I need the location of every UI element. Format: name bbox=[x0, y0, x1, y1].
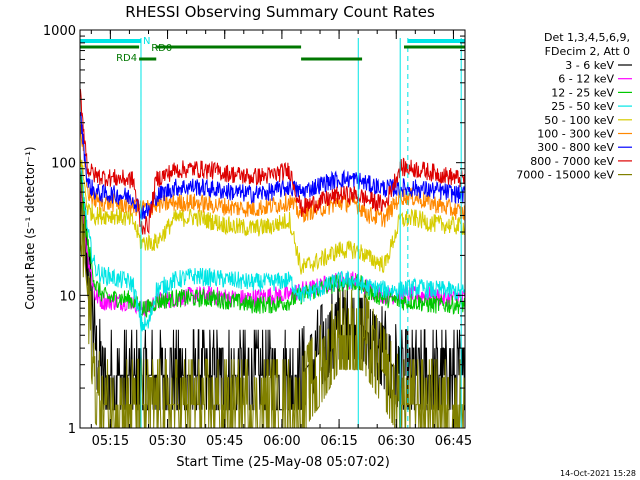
flag-label-rd4: RD4 bbox=[116, 53, 137, 64]
series-line-2 bbox=[79, 170, 466, 318]
series-line-5 bbox=[79, 124, 466, 228]
series-line-8 bbox=[79, 175, 465, 429]
y-tick-label: 1000 bbox=[43, 24, 76, 39]
legend-entry-label: 25 - 50 keV bbox=[551, 100, 614, 113]
x-tick-label: 06:30 bbox=[378, 434, 415, 449]
x-tick-label: 05:30 bbox=[149, 434, 186, 449]
x-tick-label: 05:15 bbox=[92, 434, 129, 449]
legend-header-line-2: FDecim 2, Att 0 bbox=[545, 45, 630, 58]
series-line-7 bbox=[79, 88, 466, 235]
legend-entry-label: 300 - 800 keV bbox=[537, 141, 614, 154]
series-line-3 bbox=[79, 161, 466, 332]
y-axis-label: Count Rate (s⁻¹ detector⁻¹) bbox=[23, 146, 37, 309]
timestamp: 14-Oct-2021 15:28 bbox=[560, 469, 636, 478]
legend-entry-label: 800 - 7000 keV bbox=[530, 155, 614, 168]
flag-label-rd0: RD0 bbox=[151, 43, 172, 54]
legend-entry-label: 3 - 6 keV bbox=[565, 59, 614, 72]
y-tick-label: 1 bbox=[68, 422, 76, 437]
y-tick-label: 100 bbox=[51, 157, 76, 172]
legend-entry-label: 12 - 25 keV bbox=[551, 86, 614, 99]
series-line-6 bbox=[79, 112, 466, 220]
x-tick-label: 05:45 bbox=[206, 434, 243, 449]
flag-label-n: N bbox=[143, 36, 150, 47]
legend: Det 1,3,4,5,6,9, FDecim 2, Att 0 3 - 6 k… bbox=[516, 31, 632, 182]
legend-header-line-1: Det 1,3,4,5,6,9, bbox=[544, 31, 630, 44]
chart-title: RHESSI Observing Summary Count Rates bbox=[125, 3, 435, 21]
x-tick-label: 06:45 bbox=[435, 434, 472, 449]
legend-entry-label: 100 - 300 keV bbox=[537, 128, 614, 141]
legend-entry-label: 7000 - 15000 keV bbox=[516, 169, 614, 182]
series-line-4 bbox=[79, 150, 466, 275]
x-tick-label: 06:15 bbox=[320, 434, 357, 449]
legend-entry-label: 6 - 12 keV bbox=[558, 73, 614, 86]
plot-frame bbox=[79, 29, 466, 429]
legend-entry-label: 50 - 100 keV bbox=[544, 114, 614, 127]
x-axis-label: Start Time (25-May-08 05:07:02) bbox=[176, 455, 390, 470]
y-tick-label: 10 bbox=[59, 289, 76, 304]
x-tick-label: 06:00 bbox=[263, 434, 300, 449]
series-line-0 bbox=[79, 160, 465, 411]
